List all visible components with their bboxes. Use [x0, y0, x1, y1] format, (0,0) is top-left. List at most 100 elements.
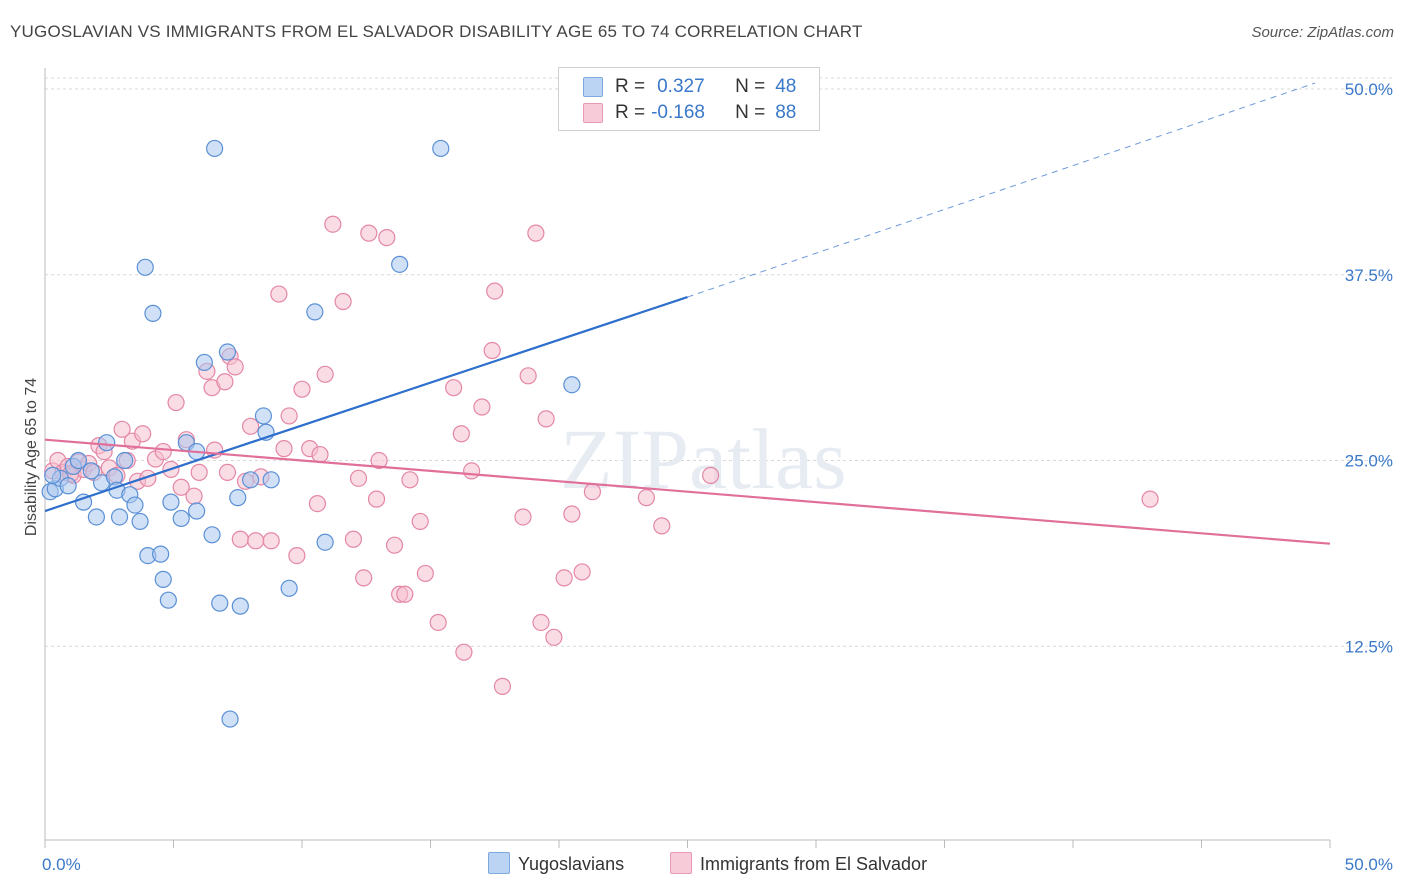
point-el-salvador — [411, 512, 429, 531]
bottom-legend-label: Yugoslavians — [518, 854, 625, 874]
point-el-salvador — [280, 407, 298, 425]
point-el-salvador — [583, 483, 602, 501]
point-el-salvador — [226, 358, 244, 376]
point-el-salvador — [455, 643, 473, 661]
point-el-salvador — [545, 628, 563, 646]
point-el-salvador — [493, 677, 512, 695]
legend-r-value: 0.327 — [657, 76, 705, 97]
point-yugoslavian — [152, 545, 170, 563]
point-el-salvador — [185, 487, 203, 505]
point-el-salvador — [113, 420, 131, 438]
watermark: ZIPatlas — [560, 411, 847, 507]
point-el-salvador — [452, 425, 470, 443]
point-yugoslavian — [131, 512, 149, 531]
point-el-salvador — [519, 367, 537, 385]
point-el-salvador — [537, 410, 555, 428]
point-el-salvador — [637, 489, 655, 507]
point-el-salvador — [154, 442, 172, 461]
point-el-salvador — [349, 469, 368, 487]
point-el-salvador — [532, 613, 550, 632]
point-el-salvador — [378, 229, 396, 247]
point-el-salvador — [262, 532, 280, 550]
legend-n-label: N = — [735, 76, 766, 97]
legend-row-el-salvador: R = -0.168 N = 88 — [583, 101, 797, 125]
legend-swatch-blue — [583, 77, 603, 97]
point-el-salvador — [563, 505, 581, 523]
trend-lines — [44, 82, 1331, 545]
point-yugoslavian — [254, 407, 273, 425]
point-yugoslavian — [87, 508, 106, 526]
point-el-salvador — [555, 569, 573, 587]
point-el-salvador — [416, 564, 434, 583]
point-yugoslavian — [203, 526, 221, 544]
legend-swatch-pink — [583, 103, 603, 123]
point-el-salvador — [167, 393, 185, 412]
point-el-salvador — [134, 425, 152, 443]
point-yugoslavian — [188, 502, 206, 520]
legend-r-label: R = — [615, 102, 646, 123]
correlation-legend: R = 0.327 N = 48 R = -0.168 N = 88 — [558, 67, 820, 131]
point-yugoslavian — [195, 353, 213, 372]
point-el-salvador — [653, 517, 671, 535]
point-el-salvador — [344, 530, 362, 548]
legend-r-label: R = — [615, 76, 646, 97]
x-tick-label-max: 50.0% — [1345, 855, 1393, 874]
point-yugoslavian — [69, 451, 88, 470]
point-el-salvador — [334, 292, 352, 311]
point-el-salvador — [396, 585, 414, 603]
tick-labels: 12.5% 25.0% 37.5% 50.0% 0.0% 50.0% — [42, 80, 1393, 874]
point-el-salvador — [463, 462, 481, 480]
point-el-salvador — [355, 569, 373, 587]
y-tick-label: 12.5% — [1345, 637, 1393, 656]
point-yugoslavian — [98, 434, 116, 452]
bottom-legend-label: Immigrants from El Salvador — [700, 854, 928, 874]
point-yugoslavian — [306, 303, 324, 321]
point-el-salvador — [308, 494, 327, 513]
point-yugoslavian — [162, 493, 180, 511]
point-yugoslavian — [218, 343, 237, 361]
point-yugoslavian — [82, 462, 100, 480]
legend-r-value: -0.168 — [651, 102, 705, 123]
point-yugoslavian — [316, 533, 334, 551]
point-yugoslavian — [563, 376, 581, 394]
point-el-salvador — [242, 417, 260, 435]
legend-row-yugoslavians: R = 0.327 N = 48 — [583, 75, 797, 99]
point-yugoslavian — [391, 255, 409, 273]
point-el-salvador — [172, 478, 190, 496]
point-yugoslavian — [110, 508, 129, 526]
y-tick-label: 25.0% — [1345, 452, 1393, 471]
point-el-salvador — [473, 398, 491, 416]
point-el-salvador — [360, 224, 378, 242]
point-yugoslavian — [229, 489, 247, 507]
point-yugoslavian — [231, 597, 249, 615]
point-yugoslavian — [159, 591, 177, 609]
bottom-legend-swatch-pink — [670, 852, 692, 874]
point-el-salvador — [316, 365, 334, 383]
point-yugoslavian — [126, 496, 144, 514]
point-el-salvador — [486, 282, 504, 300]
point-el-salvador — [367, 490, 386, 508]
legend-n-value: 88 — [775, 102, 797, 123]
gridlines — [45, 77, 1395, 647]
legend-n-value: 48 — [775, 76, 797, 97]
point-el-salvador — [429, 613, 447, 632]
point-yugoslavian — [74, 493, 93, 511]
point-yugoslavian — [44, 466, 62, 484]
point-el-salvador — [231, 530, 249, 548]
point-el-salvador — [401, 471, 419, 489]
point-el-salvador — [190, 463, 208, 481]
point-yugoslavian — [116, 451, 134, 470]
point-yugoslavian — [280, 579, 298, 597]
point-el-salvador — [445, 379, 463, 397]
point-yugoslavian — [144, 304, 162, 322]
point-yugoslavian — [172, 509, 190, 528]
point-el-salvador — [573, 563, 591, 581]
point-yugoslavian — [59, 477, 77, 495]
point-el-salvador — [293, 380, 311, 398]
point-el-salvador — [247, 532, 265, 550]
point-el-salvador — [514, 508, 532, 526]
point-el-salvador — [288, 547, 306, 565]
point-el-salvador — [324, 215, 342, 233]
point-el-salvador — [275, 440, 293, 458]
